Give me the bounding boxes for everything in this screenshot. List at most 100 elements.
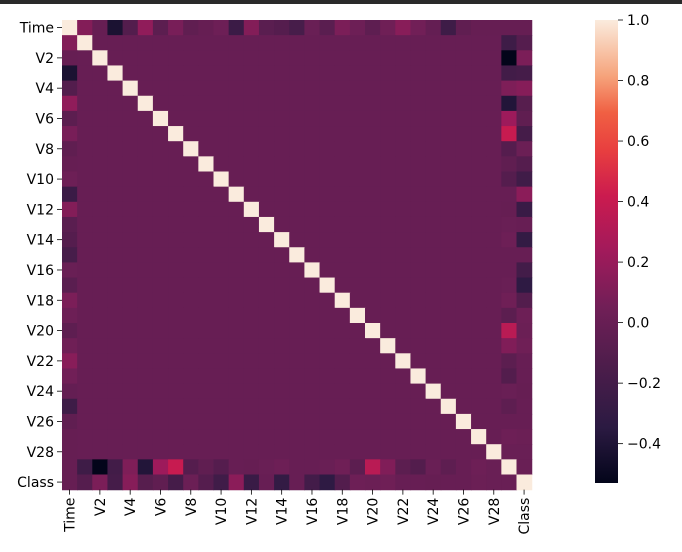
heatmap-cell-V1-V18 [334, 35, 351, 51]
heatmap-cell-V23-V2 [92, 368, 109, 385]
heatmap-cell-V15-V9 [198, 247, 215, 263]
heatmap-cell-V2-V11 [228, 50, 245, 67]
heatmap-cell-V18-V3 [107, 292, 124, 309]
heatmap-cell-V5-V3 [107, 95, 124, 112]
heatmap-cell-V28-V28 [486, 444, 502, 460]
heatmap-cell-V10-Time [62, 171, 78, 188]
heatmap-cell-Time-V19 [349, 20, 366, 36]
heatmap-cell-V27-V24 [425, 429, 442, 445]
heatmap-cell-V12-V9 [198, 201, 215, 218]
heatmap-cell-V23-V23 [410, 368, 427, 385]
heatmap-cell-V10-V28 [486, 171, 502, 188]
heatmap-cell-V10-V25 [440, 171, 457, 188]
heatmap-cell-V12-V22 [395, 201, 412, 218]
heatmap-cell-V21-V20 [365, 338, 381, 354]
heatmap-cell-V24-V9 [198, 383, 215, 400]
heatmap-cell-V22-V3 [107, 353, 124, 370]
heatmap-cell-Amount-V26 [455, 459, 472, 476]
heatmap-cell-V18-V19 [349, 292, 366, 309]
heatmap-cell-Amount-V7 [168, 459, 184, 476]
heatmap-cell-V13-V18 [334, 216, 351, 233]
heatmap-cell-V23-V22 [395, 368, 412, 385]
heatmap-cell-V9-V26 [455, 156, 472, 173]
heatmap-cell-V6-V23 [410, 110, 427, 127]
heatmap-cell-V18-V5 [137, 292, 154, 309]
heatmap-cell-V23-Time [62, 368, 78, 385]
heatmap-cell-V20-V3 [107, 323, 124, 339]
heatmap-cell-V6-V19 [349, 110, 366, 127]
heatmap-cell-V5-Time [62, 95, 78, 112]
heatmap-cell-V27-V12 [243, 429, 260, 445]
heatmap-cell-V8-V1 [77, 141, 93, 157]
heatmap-cell-V22-V27 [471, 353, 487, 370]
heatmap-cell-V1-V24 [425, 35, 442, 51]
heatmap-cell-V16-Time [62, 262, 78, 279]
heatmap-cell-V27-V14 [274, 429, 290, 445]
heatmap-cell-V16-V22 [395, 262, 412, 279]
heatmap-cell-V12-V28 [486, 201, 502, 218]
heatmap-cell-V9-Amount [501, 156, 518, 173]
heatmap-cell-V6-V27 [471, 110, 487, 127]
heatmap-cell-V1-V20 [365, 35, 381, 51]
heatmap-cell-V22-V8 [183, 353, 199, 370]
heatmap-cell-Amount-V11 [228, 459, 245, 476]
heatmap-cell-V6-V8 [183, 110, 199, 127]
heatmap-cell-V20-V23 [410, 323, 427, 339]
heatmap-cell-Amount-V13 [258, 459, 275, 476]
heatmap-cell-V15-V18 [334, 247, 351, 263]
heatmap-cell-Time-V5 [137, 20, 154, 36]
heatmap-cell-Amount-V25 [440, 459, 457, 476]
heatmap-cell-V17-V18 [334, 277, 351, 294]
heatmap-cell-V9-V22 [395, 156, 412, 173]
heatmap-cell-V2-V26 [455, 50, 472, 67]
heatmap-cell-V6-Amount [501, 110, 518, 127]
y-tick-label: V10 [27, 172, 54, 188]
heatmap-cell-V7-V16 [304, 126, 321, 142]
heatmap-cell-V19-V12 [243, 307, 260, 324]
heatmap-cell-V6-V5 [137, 110, 154, 127]
heatmap-cell-V28-Class [516, 444, 533, 460]
heatmap-cell-Time-V28 [486, 20, 502, 36]
heatmap-cell-V4-V10 [213, 80, 230, 97]
heatmap-cell-V28-V26 [455, 444, 472, 460]
heatmap-cell-V6-V2 [92, 110, 109, 127]
heatmap-cell-V17-V24 [425, 277, 442, 294]
x-tick-label: V22 [396, 498, 412, 525]
heatmap-cell-V10-Amount [501, 171, 518, 188]
heatmap-cell-V23-V20 [365, 368, 381, 385]
heatmap-cell-V13-V12 [243, 216, 260, 233]
x-tick-label: V12 [244, 498, 260, 525]
heatmap-cell-Class-V11 [228, 474, 245, 491]
heatmap-cell-V19-V28 [486, 307, 502, 324]
heatmap-cell-V5-V25 [440, 95, 457, 112]
heatmap-cell-Class-V1 [77, 474, 93, 491]
heatmap-cell-V4-V5 [137, 80, 154, 97]
heatmap-cell-V5-V26 [455, 95, 472, 112]
heatmap-cell-V1-V8 [183, 35, 199, 51]
heatmap-cell-V8-V24 [425, 141, 442, 157]
heatmap-cell-V19-V15 [289, 307, 305, 324]
heatmap-cell-V16-V21 [380, 262, 396, 279]
y-tick-label: V4 [36, 81, 55, 97]
heatmap-cell-V4-V4 [122, 80, 139, 97]
heatmap-cell-V20-Class [516, 323, 533, 339]
heatmap-cell-V18-V10 [213, 292, 230, 309]
heatmap-cell-V3-Amount [501, 65, 518, 82]
heatmap-cell-V8-V23 [410, 141, 427, 157]
heatmap-cell-V15-Time [62, 247, 78, 263]
heatmap-cell-V9-V3 [107, 156, 124, 173]
heatmap-cell-V17-V14 [274, 277, 290, 294]
heatmap-cell-V4-V21 [380, 80, 396, 97]
heatmap-cell-V16-V26 [455, 262, 472, 279]
heatmap-cell-V22-V5 [137, 353, 154, 370]
heatmap-cell-V28-V12 [243, 444, 260, 460]
heatmap-cell-V26-V3 [107, 413, 124, 430]
heatmap-cell-V13-V1 [77, 216, 93, 233]
heatmap-cell-V23-V19 [349, 368, 366, 385]
y-tick-label: V14 [27, 233, 54, 249]
heatmap-cell-Time-V2 [92, 20, 109, 36]
heatmap-cell-V18-V28 [486, 292, 502, 309]
heatmap-cell-V19-V14 [274, 307, 290, 324]
heatmap-cell-V10-V21 [380, 171, 396, 188]
heatmap-cell-V11-V19 [349, 186, 366, 203]
